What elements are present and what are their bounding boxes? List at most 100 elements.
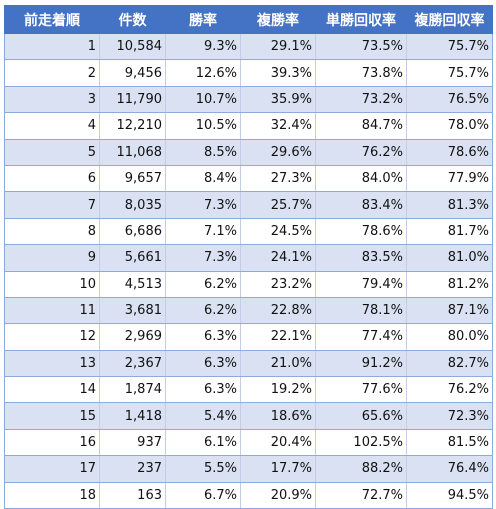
cell-win-return: 78.1% xyxy=(315,297,407,325)
cell-win-return: 65.6% xyxy=(315,402,407,430)
cell-win-rate: 6.3% xyxy=(165,376,241,404)
cell-win-rate: 8.4% xyxy=(165,165,241,193)
cell-count: 2,969 xyxy=(99,323,166,351)
cell-place-rate: 20.4% xyxy=(240,429,316,457)
cell-place-return: 87.1% xyxy=(406,297,493,325)
cell-place-return: 76.5% xyxy=(406,86,493,114)
header-row: 前走着順 件数 勝率 複勝率 単勝回収率 複勝回収率 xyxy=(4,5,493,34)
cell-count: 11,790 xyxy=(99,86,166,114)
cell-place-rate: 29.6% xyxy=(240,139,316,166)
cell-count: 6,686 xyxy=(99,218,166,246)
table-row: 18 163 6.7% 20.9% 72.7% 94.5% xyxy=(4,482,493,509)
cell-previous-finish: 15 xyxy=(4,402,100,430)
cell-win-return: 84.7% xyxy=(315,112,407,140)
table-row: 13 2,367 6.3% 21.0% 91.2% 82.7% xyxy=(4,350,493,378)
cell-previous-finish: 8 xyxy=(4,218,100,246)
cell-win-rate: 6.1% xyxy=(165,429,241,457)
cell-win-return: 88.2% xyxy=(315,455,407,483)
cell-place-rate: 24.1% xyxy=(240,244,316,272)
table-row: 10 4,513 6.2% 23.2% 79.4% 81.2% xyxy=(4,271,493,298)
header-place-rate[interactable]: 複勝率 xyxy=(240,5,316,34)
cell-win-return: 76.2% xyxy=(315,139,407,166)
header-previous-finish[interactable]: 前走着順 xyxy=(4,5,100,34)
cell-win-rate: 5.4% xyxy=(165,402,241,430)
cell-place-return: 81.0% xyxy=(406,244,493,272)
cell-count: 5,661 xyxy=(99,244,166,272)
table-row: 16 937 6.1% 20.4% 102.5% 81.5% xyxy=(4,429,493,457)
cell-win-rate: 10.5% xyxy=(165,112,241,140)
cell-previous-finish: 13 xyxy=(4,350,100,378)
cell-win-return: 78.6% xyxy=(315,218,407,246)
cell-count: 8,035 xyxy=(99,191,166,219)
cell-win-rate: 5.5% xyxy=(165,455,241,483)
cell-place-return: 76.4% xyxy=(406,455,493,483)
cell-place-return: 94.5% xyxy=(406,482,493,509)
cell-win-return: 79.4% xyxy=(315,271,407,298)
cell-place-return: 81.3% xyxy=(406,191,493,219)
cell-count: 237 xyxy=(99,455,166,483)
table-row: 5 11,068 8.5% 29.6% 76.2% 78.6% xyxy=(4,139,493,166)
cell-win-rate: 6.2% xyxy=(165,297,241,325)
cell-previous-finish: 7 xyxy=(4,191,100,219)
table-row: 8 6,686 7.1% 24.5% 78.6% 81.7% xyxy=(4,218,493,246)
cell-place-return: 72.3% xyxy=(406,402,493,430)
cell-win-return: 77.6% xyxy=(315,376,407,404)
cell-previous-finish: 6 xyxy=(4,165,100,193)
cell-place-rate: 25.7% xyxy=(240,191,316,219)
cell-win-return: 73.8% xyxy=(315,59,407,87)
cell-win-rate: 8.5% xyxy=(165,139,241,166)
cell-win-rate: 6.2% xyxy=(165,271,241,298)
cell-win-return: 72.7% xyxy=(315,482,407,509)
cell-count: 3,681 xyxy=(99,297,166,325)
table-row: 6 9,657 8.4% 27.3% 84.0% 77.9% xyxy=(4,165,493,193)
cell-previous-finish: 14 xyxy=(4,376,100,404)
stats-table-container: 前走着順 件数 勝率 複勝率 単勝回収率 複勝回収率 1 10,584 9.3% 29… xyxy=(4,5,493,509)
table-row: 2 9,456 12.6% 39.3% 73.8% 75.7% xyxy=(4,59,493,87)
header-win-return[interactable]: 単勝回収率 xyxy=(315,5,407,34)
cell-place-rate: 29.1% xyxy=(240,33,316,61)
cell-count: 9,456 xyxy=(99,59,166,87)
cell-place-rate: 35.9% xyxy=(240,86,316,114)
cell-count: 11,068 xyxy=(99,139,166,166)
header-win-rate[interactable]: 勝率 xyxy=(165,5,241,34)
cell-win-rate: 7.3% xyxy=(165,191,241,219)
cell-win-return: 73.2% xyxy=(315,86,407,114)
cell-place-return: 75.7% xyxy=(406,59,493,87)
cell-count: 163 xyxy=(99,482,166,509)
cell-win-return: 102.5% xyxy=(315,429,407,457)
cell-previous-finish: 10 xyxy=(4,271,100,298)
cell-count: 10,584 xyxy=(99,33,166,61)
cell-place-return: 76.2% xyxy=(406,376,493,404)
cell-win-rate: 6.3% xyxy=(165,350,241,378)
cell-previous-finish: 18 xyxy=(4,482,100,509)
cell-count: 937 xyxy=(99,429,166,457)
cell-previous-finish: 4 xyxy=(4,112,100,140)
cell-place-return: 81.7% xyxy=(406,218,493,246)
header-count[interactable]: 件数 xyxy=(99,5,166,34)
table-row: 4 12,210 10.5% 32.4% 84.7% 78.0% xyxy=(4,112,493,140)
cell-count: 1,418 xyxy=(99,402,166,430)
cell-place-return: 77.9% xyxy=(406,165,493,193)
table-body: 1 10,584 9.3% 29.1% 73.5% 75.7% 2 9,456 12.6% 39.… xyxy=(4,33,493,509)
header-place-return[interactable]: 複勝回収率 xyxy=(406,5,493,34)
cell-previous-finish: 3 xyxy=(4,86,100,114)
cell-place-rate: 24.5% xyxy=(240,218,316,246)
cell-place-rate: 19.2% xyxy=(240,376,316,404)
cell-place-return: 81.2% xyxy=(406,271,493,298)
cell-previous-finish: 9 xyxy=(4,244,100,272)
table-row: 17 237 5.5% 17.7% 88.2% 76.4% xyxy=(4,455,493,483)
cell-win-return: 83.5% xyxy=(315,244,407,272)
cell-previous-finish: 12 xyxy=(4,323,100,351)
cell-place-rate: 17.7% xyxy=(240,455,316,483)
cell-previous-finish: 17 xyxy=(4,455,100,483)
table-row: 12 2,969 6.3% 22.1% 77.4% 80.0% xyxy=(4,323,493,351)
cell-win-return: 77.4% xyxy=(315,323,407,351)
cell-count: 9,657 xyxy=(99,165,166,193)
cell-count: 4,513 xyxy=(99,271,166,298)
cell-win-rate: 12.6% xyxy=(165,59,241,87)
cell-win-rate: 10.7% xyxy=(165,86,241,114)
cell-win-return: 83.4% xyxy=(315,191,407,219)
cell-previous-finish: 16 xyxy=(4,429,100,457)
cell-place-rate: 39.3% xyxy=(240,59,316,87)
cell-place-rate: 18.6% xyxy=(240,402,316,430)
